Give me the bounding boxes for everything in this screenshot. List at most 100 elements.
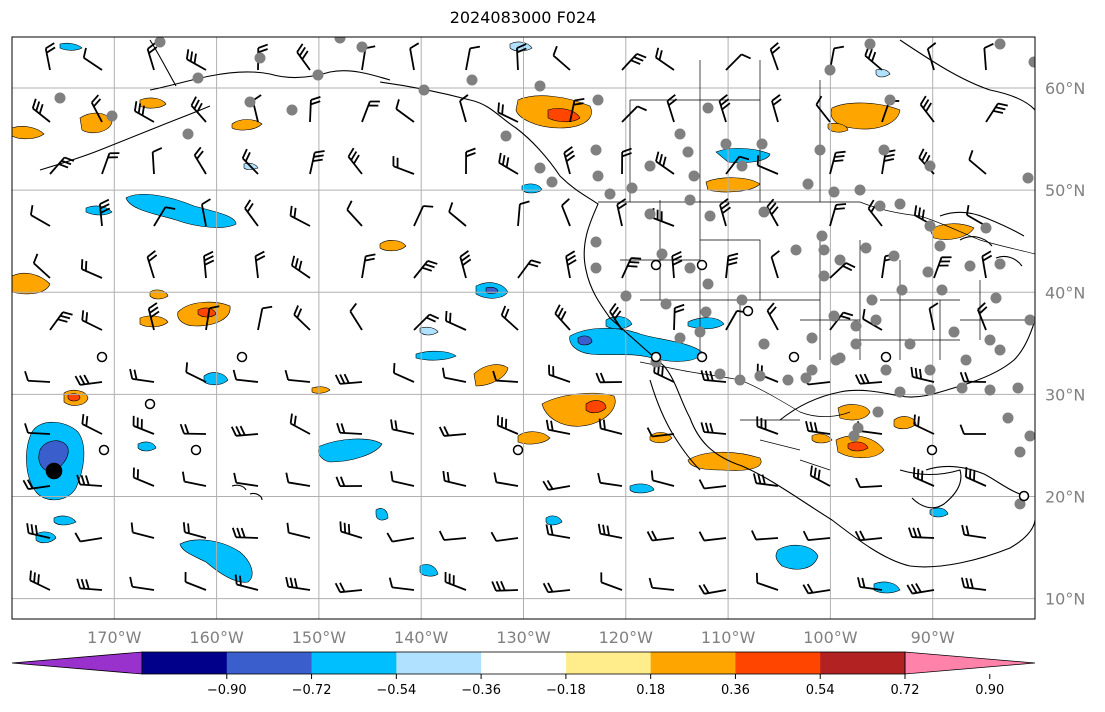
lon-tick-label: 120°W [599, 628, 654, 647]
contour-cyan [415, 350, 457, 361]
wind-barb [24, 423, 51, 435]
wind-barb [985, 102, 1008, 123]
contour-cyan [375, 508, 389, 521]
wind-barb [81, 310, 103, 331]
colorbar-tick-label: −0.36 [461, 683, 501, 698]
wind-barb [769, 42, 781, 71]
wind-barb [334, 582, 363, 594]
wind-barb [700, 422, 727, 435]
station-dot [702, 278, 714, 290]
wind-barb [49, 311, 73, 331]
wind-barb [926, 42, 937, 71]
wind-barb [90, 94, 103, 123]
wind-barb [413, 205, 434, 227]
wind-barb [349, 302, 363, 331]
wind-barb [600, 572, 623, 591]
station-dot [884, 94, 896, 106]
station-dot [694, 326, 706, 338]
station-dot [828, 310, 840, 322]
wind-barb [230, 425, 259, 437]
wind-barb [309, 96, 321, 123]
wind-barb [444, 572, 467, 591]
wind-barb [565, 250, 577, 279]
coastline-baja [649, 379, 701, 471]
wind-barb [517, 259, 541, 279]
wind-barb [959, 371, 987, 383]
wind-barb [829, 203, 847, 227]
wind-barb [977, 302, 988, 331]
coastline-yucatan [899, 469, 962, 509]
station-dot [754, 370, 766, 382]
station-dot [674, 128, 686, 140]
wind-barb [146, 42, 158, 71]
wind-barb [862, 308, 883, 331]
colorbar-tick-label: −0.72 [292, 683, 332, 698]
wind-barb [959, 424, 987, 435]
wind-barb [74, 532, 103, 543]
wind-barb [413, 259, 438, 279]
station-dot [1014, 446, 1026, 458]
wind-barb [595, 372, 623, 384]
wind-barb [698, 479, 727, 490]
figure-title: 2024083000 F024 [449, 8, 597, 27]
wind-barb [185, 49, 207, 71]
wind-barb [854, 373, 883, 385]
station-dot [466, 74, 478, 86]
station-dot [546, 176, 558, 188]
field-contours [12, 41, 975, 594]
colorbar-extend-low [11, 651, 143, 675]
wind-barb [492, 370, 519, 383]
station-dot [106, 110, 118, 122]
station-dot [818, 270, 830, 282]
station-dot [688, 170, 700, 182]
colorbar-segment [735, 652, 821, 674]
wind-barb [766, 302, 779, 331]
wind-barb [673, 303, 685, 331]
station-dot [818, 244, 830, 256]
contour-cyan [687, 317, 725, 330]
station-circle [98, 444, 110, 456]
colorbar: −0.90 −0.72 −0.54 −0.36 −0.18 0.18 0.36 0.54 0.7… [11, 651, 1036, 698]
wind-barb [961, 524, 987, 539]
wind-barb [98, 198, 111, 227]
wind-barb [616, 198, 627, 227]
station-dot [700, 306, 712, 318]
wind-barb [545, 419, 571, 435]
wind-barb [542, 480, 571, 491]
station-dot [736, 160, 748, 172]
wind-barb [286, 522, 311, 539]
station-circle [650, 259, 662, 271]
wind-barb [815, 95, 831, 123]
wind-barb [76, 578, 103, 591]
station-dot [684, 262, 696, 274]
wind-barbs [22, 42, 1008, 595]
wind-barb [153, 206, 176, 227]
station-dot [994, 344, 1006, 356]
station-circle [1018, 490, 1030, 502]
station-dot [994, 38, 1006, 50]
station-dot [894, 198, 906, 210]
wind-barb [597, 472, 623, 487]
contour-cyan [137, 441, 157, 452]
wind-barb [983, 43, 994, 71]
wind-barb [441, 367, 467, 383]
colorbar-tick-label: 0.18 [636, 683, 665, 698]
wind-barb [179, 423, 207, 435]
wind-barb [386, 532, 415, 543]
wind-barb [339, 521, 363, 539]
station-circle [926, 444, 938, 456]
province-lines [629, 60, 821, 202]
station-dot [924, 364, 936, 376]
contour-red [67, 393, 81, 402]
station-dot [816, 230, 828, 242]
wind-barb [805, 420, 831, 435]
wind-barb [700, 370, 727, 383]
us-mexico-border [639, 361, 851, 417]
lon-tick-label: 150°W [292, 628, 347, 647]
wind-barb [671, 250, 683, 279]
coastline-hawaii [231, 484, 263, 501]
wind-barb [185, 362, 207, 383]
station-dot [922, 266, 934, 278]
contour-orange [830, 102, 901, 130]
wind-barb [981, 250, 993, 279]
